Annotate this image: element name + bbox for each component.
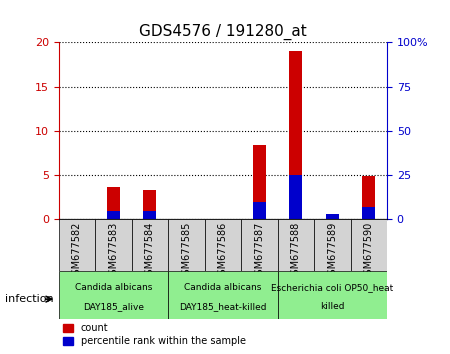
Text: infection: infection: [4, 294, 53, 304]
Bar: [289, 51, 302, 219]
FancyBboxPatch shape: [314, 219, 351, 271]
Legend: count, percentile rank within the sample: count, percentile rank within the sample: [63, 324, 246, 346]
Text: killed: killed: [320, 302, 345, 311]
Bar: [326, 214, 339, 219]
Title: GDS4576 / 191280_at: GDS4576 / 191280_at: [139, 23, 306, 40]
Bar: [107, 187, 120, 219]
FancyBboxPatch shape: [58, 219, 95, 271]
Bar: [144, 190, 156, 219]
Bar: [253, 145, 266, 219]
Text: GSM677585: GSM677585: [181, 222, 191, 281]
FancyBboxPatch shape: [168, 219, 204, 271]
FancyBboxPatch shape: [95, 219, 131, 271]
Bar: [326, 214, 339, 219]
FancyBboxPatch shape: [278, 219, 314, 271]
Bar: [107, 211, 120, 219]
Bar: [144, 211, 156, 219]
FancyBboxPatch shape: [168, 271, 278, 319]
FancyBboxPatch shape: [278, 271, 387, 319]
Text: DAY185_heat-killed: DAY185_heat-killed: [179, 302, 266, 311]
Bar: [362, 207, 375, 219]
FancyBboxPatch shape: [351, 219, 387, 271]
Text: Escherichia coli OP50_heat: Escherichia coli OP50_heat: [271, 283, 393, 292]
Text: Candida albicans: Candida albicans: [75, 283, 152, 292]
Text: GSM677587: GSM677587: [254, 222, 264, 281]
Text: DAY185_alive: DAY185_alive: [83, 302, 144, 311]
FancyBboxPatch shape: [204, 219, 241, 271]
Text: GSM677589: GSM677589: [327, 222, 337, 281]
FancyBboxPatch shape: [241, 219, 278, 271]
Bar: [289, 175, 302, 219]
Text: Candida albicans: Candida albicans: [184, 283, 261, 292]
Text: GSM677583: GSM677583: [108, 222, 118, 281]
Text: GSM677586: GSM677586: [218, 222, 228, 281]
Bar: [362, 176, 375, 219]
Text: GSM677584: GSM677584: [145, 222, 155, 281]
Bar: [253, 202, 266, 219]
Text: GSM677588: GSM677588: [291, 222, 301, 281]
FancyBboxPatch shape: [131, 219, 168, 271]
Text: GSM677590: GSM677590: [364, 222, 374, 281]
Text: GSM677582: GSM677582: [72, 222, 82, 281]
FancyBboxPatch shape: [58, 271, 168, 319]
